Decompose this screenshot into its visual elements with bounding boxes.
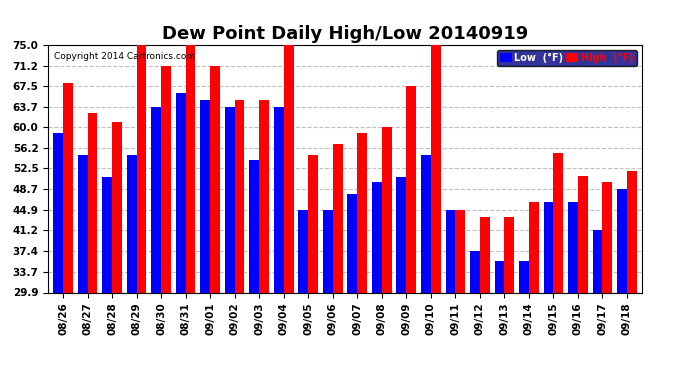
Bar xyxy=(406,86,416,292)
Bar xyxy=(333,144,342,292)
Bar xyxy=(504,217,514,292)
Bar xyxy=(455,210,465,292)
Bar xyxy=(357,133,367,292)
Bar xyxy=(495,261,504,292)
Bar xyxy=(421,155,431,292)
Bar xyxy=(617,189,627,292)
Legend: Low  (°F), High  (°F): Low (°F), High (°F) xyxy=(497,50,637,66)
Bar xyxy=(397,177,406,292)
Bar xyxy=(470,251,480,292)
Bar xyxy=(137,34,146,292)
Bar xyxy=(323,210,333,292)
Bar xyxy=(627,171,637,292)
Bar xyxy=(308,155,318,292)
Bar xyxy=(544,202,553,292)
Bar xyxy=(519,261,529,292)
Bar xyxy=(568,202,578,292)
Bar xyxy=(274,107,284,292)
Bar xyxy=(176,93,186,292)
Bar xyxy=(88,113,97,292)
Bar xyxy=(259,100,269,292)
Bar xyxy=(382,128,392,292)
Bar xyxy=(151,107,161,292)
Bar xyxy=(78,155,88,292)
Bar xyxy=(529,202,539,292)
Bar xyxy=(372,182,382,292)
Bar xyxy=(186,34,195,292)
Bar xyxy=(235,100,244,292)
Bar xyxy=(210,66,220,292)
Bar xyxy=(127,155,137,292)
Bar xyxy=(112,122,122,292)
Bar xyxy=(63,83,73,292)
Bar xyxy=(348,194,357,292)
Title: Dew Point Daily High/Low 20140919: Dew Point Daily High/Low 20140919 xyxy=(162,26,528,44)
Bar xyxy=(553,153,563,292)
Bar xyxy=(200,100,210,292)
Bar xyxy=(602,182,612,292)
Bar xyxy=(480,217,490,292)
Bar xyxy=(225,107,235,292)
Bar xyxy=(102,177,112,292)
Bar xyxy=(446,210,455,292)
Bar xyxy=(161,66,171,292)
Bar xyxy=(593,231,602,292)
Bar xyxy=(284,34,293,292)
Bar xyxy=(431,45,441,292)
Bar xyxy=(249,160,259,292)
Text: Copyright 2014 Cartronics.com: Copyright 2014 Cartronics.com xyxy=(55,53,195,62)
Bar xyxy=(578,176,588,292)
Bar xyxy=(53,133,63,292)
Bar xyxy=(298,210,308,292)
